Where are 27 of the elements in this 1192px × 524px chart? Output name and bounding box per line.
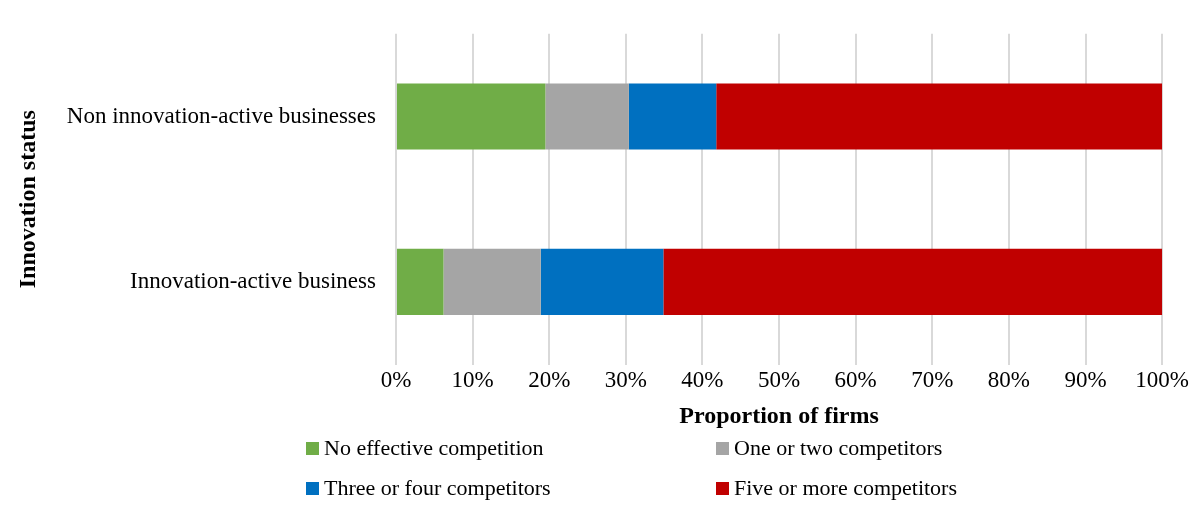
bar bbox=[545, 83, 629, 150]
x-tick-label: 0% bbox=[380, 367, 412, 393]
x-tick-label: 10% bbox=[451, 367, 494, 393]
x-tick-label: 40% bbox=[681, 367, 724, 393]
y-axis-title: Innovation status bbox=[13, 110, 40, 289]
y-tick-label: Non innovation-active businesses bbox=[66, 102, 376, 128]
bar bbox=[716, 83, 1163, 150]
x-axis-title: Proportion of firms bbox=[679, 401, 879, 428]
x-tick-label: 80% bbox=[987, 367, 1031, 393]
bar bbox=[396, 248, 444, 315]
legend-label: Five or more competitors bbox=[734, 475, 958, 501]
bar bbox=[396, 83, 546, 150]
x-tick-label: 60% bbox=[834, 367, 877, 393]
x-tick-label: 50% bbox=[757, 367, 801, 393]
bar bbox=[540, 248, 664, 315]
legend-label: One or two competitors bbox=[734, 435, 943, 461]
legend-label: No effective competition bbox=[324, 435, 544, 461]
y-tick-label: Innovation-active business bbox=[130, 267, 376, 293]
bar bbox=[443, 248, 541, 315]
legend-label: Three or four competitors bbox=[324, 475, 551, 501]
x-tick-label: 30% bbox=[604, 367, 647, 393]
x-tick-label: 70% bbox=[911, 367, 954, 393]
bar bbox=[628, 83, 717, 150]
bar bbox=[663, 248, 1163, 315]
x-tick-label: 20% bbox=[528, 367, 571, 393]
x-tick-label: 100% bbox=[1135, 367, 1190, 393]
x-tick-label: 90% bbox=[1064, 367, 1107, 393]
